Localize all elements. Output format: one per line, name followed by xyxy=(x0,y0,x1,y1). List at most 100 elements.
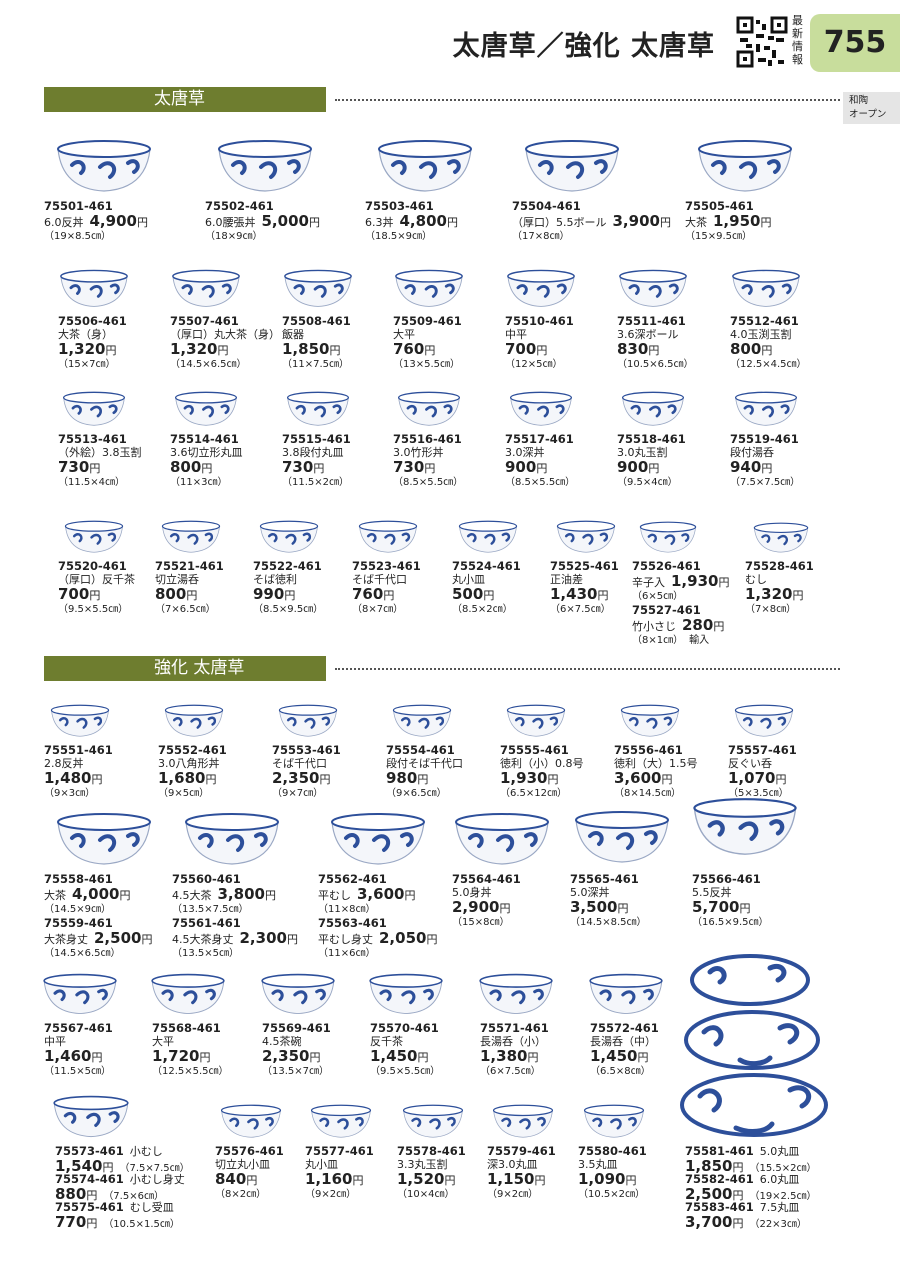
product-code: 75554-461 xyxy=(386,743,455,757)
product-image xyxy=(589,973,663,1015)
item-line: （12.5×4.5㎝） xyxy=(730,357,807,371)
product-name: 4.5茶碗 xyxy=(262,1035,302,1048)
product-price: 1,680 xyxy=(158,769,206,787)
currency: 円 xyxy=(201,462,213,475)
product-name: （厚口）丸大茶（身） xyxy=(170,328,280,341)
product-price-group: 4,000円 xyxy=(72,886,130,902)
currency: 円 xyxy=(536,462,548,475)
product-item: 75556-461 徳利（大）1.5号 3,600円 （8×14.5㎝） xyxy=(614,744,698,800)
product-price: 880 xyxy=(55,1185,87,1203)
item-line: （12×5㎝） xyxy=(505,357,574,371)
product-price-group: 5,000円 xyxy=(262,213,320,229)
item-line: （6.5×12㎝） xyxy=(500,786,584,800)
item-line: （10×4㎝） xyxy=(397,1187,466,1201)
product-price: 1,160 xyxy=(305,1170,353,1188)
product-price-group: 830円 xyxy=(617,341,659,357)
item-line: そば千代口 xyxy=(272,757,341,770)
item-line: 5,700円 xyxy=(692,899,769,915)
item-line: （6×5㎝） xyxy=(632,589,729,603)
product-code: 75501-461 xyxy=(44,199,113,213)
currency: 円 xyxy=(309,1051,321,1064)
product-price-group: 3,600円 xyxy=(357,886,415,902)
item-line: （15×9.5㎝） xyxy=(685,229,771,243)
product-size: （19×2.5㎝） xyxy=(749,1191,817,1202)
product-item: 75502-461 6.0腰張丼 5,000円 （18×9㎝） xyxy=(205,200,320,243)
item-line: 丸小皿 xyxy=(305,1158,374,1171)
item-line: 75512-461 xyxy=(730,315,807,328)
product-name: （厚口）反千茶 xyxy=(58,573,135,586)
product-code: 75563-461 xyxy=(318,916,387,930)
product-price-group: 800円 xyxy=(730,341,772,357)
product-size: （10×4㎝） xyxy=(397,1189,455,1200)
product-name: 3.0八角形丼 xyxy=(158,757,220,770)
product-code: 75583-461 xyxy=(685,1200,754,1214)
item-line: 5.0深丼 xyxy=(570,886,647,899)
product-price-group: 1,380円 xyxy=(480,1048,538,1064)
item-line: （8.5×9.5㎝） xyxy=(253,602,323,616)
currency: 円 xyxy=(718,576,730,589)
product-price: 760 xyxy=(352,585,384,603)
product-size: （15×8㎝） xyxy=(452,917,510,928)
product-item: 75572-461 長湯呑（中） 1,450円 （6.5×8㎝） xyxy=(590,1022,659,1078)
product-size: （12×5㎝） xyxy=(505,359,563,370)
item-line: 長湯呑（小） xyxy=(480,1035,549,1048)
product-code: 75523-461 xyxy=(352,559,421,573)
product-price: 1,450 xyxy=(370,1047,418,1065)
product-item: 75511-461 3.6深ボール 830円 （10.5×6.5㎝） xyxy=(617,315,694,371)
item-line: （8.5×5.5㎝） xyxy=(505,475,575,489)
item-line: 75505-461 xyxy=(685,200,771,213)
product-name: 中平 xyxy=(505,328,527,341)
product-price-group: 1,450円 xyxy=(590,1048,648,1064)
item-line: 75556-461 xyxy=(614,744,698,757)
product-name: 徳利（大）1.5号 xyxy=(614,757,698,770)
product-item: 75564-461 5.0身丼 2,900円 （15×8㎝） xyxy=(452,873,521,929)
product-price-group: 3,700円 xyxy=(685,1214,743,1230)
product-price: 2,350 xyxy=(262,1047,310,1065)
item-line: 730円 xyxy=(58,459,142,475)
product-price: 1,720 xyxy=(152,1047,200,1065)
product-image xyxy=(261,973,335,1015)
product-item: 75581-461 5.0丸皿 1,850円 （15.5×2㎝） xyxy=(685,1145,816,1175)
product-name: 2.8反丼 xyxy=(44,757,84,770)
item-line: 75571-461 xyxy=(480,1022,549,1035)
product-size: （13.5×5㎝） xyxy=(172,948,240,959)
page-number: 755 xyxy=(810,14,900,72)
product-name: 中平 xyxy=(44,1035,66,1048)
product-price: 3,500 xyxy=(570,898,618,916)
product-size: （19×8.5㎝） xyxy=(44,231,112,242)
item-line: （8×2㎝） xyxy=(215,1187,284,1201)
item-line: 1,720円 xyxy=(152,1048,229,1064)
product-code: 75502-461 xyxy=(205,199,274,213)
item-line: 6.0反丼 4,900円 xyxy=(44,213,148,229)
product-price: 800 xyxy=(170,458,202,476)
product-price: 980 xyxy=(386,769,418,787)
product-price: 1,450 xyxy=(590,1047,638,1065)
product-size: （13×5.5㎝） xyxy=(393,359,461,370)
product-code: 75506-461 xyxy=(58,314,127,328)
item-line: 75515-461 xyxy=(282,433,351,446)
product-item: 75576-461 切立丸小皿 840円 （8×2㎝） xyxy=(215,1145,284,1201)
product-size: （10.5×6.5㎝） xyxy=(617,359,694,370)
product-code: 75512-461 xyxy=(730,314,799,328)
item-line: （厚口）丸大茶（身） xyxy=(170,328,280,341)
product-size: （10.5×2㎝） xyxy=(578,1189,646,1200)
currency: 円 xyxy=(739,902,751,915)
product-item: 75516-461 3.0竹形丼 730円 （8.5×5.5㎝） xyxy=(393,433,463,489)
item-line: 3.6深ボール xyxy=(617,328,694,341)
currency: 円 xyxy=(761,462,773,475)
product-price-group: 3,900円 xyxy=(613,213,671,229)
product-item: 75560-461 4.5大茶 3,800円 （13.5×7.5㎝） xyxy=(172,873,276,916)
product-name: 5.5反丼 xyxy=(692,886,732,899)
product-item: 75578-461 3.3丸玉割 1,520円 （10×4㎝） xyxy=(397,1145,466,1201)
currency: 円 xyxy=(426,933,438,946)
product-image xyxy=(455,813,549,865)
product-item: 75582-461 6.0丸皿 2,500円 （19×2.5㎝） xyxy=(685,1173,816,1203)
product-price: 1,850 xyxy=(685,1157,733,1175)
product-name: 5.0深丼 xyxy=(570,886,610,899)
product-price-group: 1,450円 xyxy=(370,1048,428,1064)
product-image xyxy=(402,1104,464,1138)
item-line: 3.8段付丸皿 xyxy=(282,446,351,459)
currency: 円 xyxy=(86,1189,98,1202)
product-image xyxy=(620,704,680,737)
item-line: 反ぐい呑 xyxy=(728,757,797,770)
